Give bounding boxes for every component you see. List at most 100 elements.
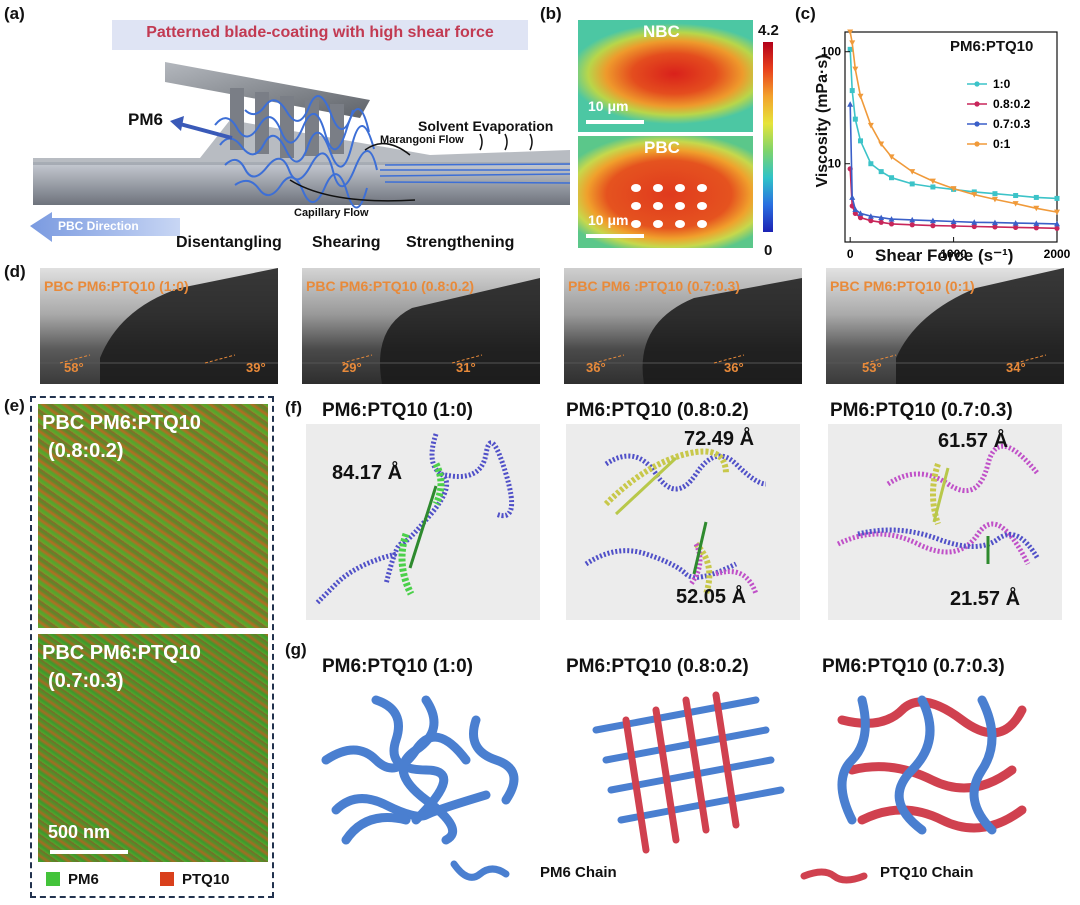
pm6-label: PM6	[128, 110, 163, 129]
angle-4-right: 34°	[1006, 360, 1026, 375]
angle-2-right: 31°	[456, 360, 476, 375]
solvent-label: Solvent Evaporation	[418, 118, 554, 134]
point-2-2	[852, 206, 859, 213]
point-1-2	[852, 210, 858, 217]
contact-angle-image-4	[826, 268, 1064, 384]
x-tick-label-2: 2000	[1044, 247, 1071, 261]
contact-angle-title-3: PBC PM6 :PTQ10 (0.7:0.3)	[568, 278, 740, 294]
network-title-1: PM6:PTQ10 (1:0)	[322, 656, 473, 677]
pbc-pillars	[631, 184, 707, 228]
banner	[112, 20, 528, 50]
contact-angle-title-2: PBC PM6:PTQ10 (0.8:0.2)	[306, 278, 475, 294]
point-1-13	[1033, 225, 1039, 231]
series-0:1	[847, 29, 1060, 216]
legend-swatch-pm6	[46, 872, 60, 886]
contact-angle-image-3	[564, 268, 802, 384]
legend-label-0: 1:0	[993, 77, 1011, 91]
panel-label-c: (c)	[795, 4, 816, 23]
substrate	[33, 162, 570, 205]
chart-xlabel: Shear Force (s⁻¹)	[875, 246, 1014, 265]
afm-scale-label: 500 nm	[48, 822, 111, 842]
legend-label-3: 0:1	[993, 137, 1011, 151]
point-0-0	[847, 46, 853, 52]
panel-label-b: (b)	[540, 4, 562, 23]
legend-label-2: 0.7:0.3	[993, 117, 1031, 131]
point-3-14	[1054, 209, 1060, 216]
panel-label-e: (e)	[4, 396, 25, 415]
point-2-8	[929, 217, 936, 224]
angle-2-left: 29°	[342, 360, 362, 375]
point-0-2	[852, 116, 858, 122]
legend-marker-2	[974, 121, 980, 127]
step-shearing: Shearing	[312, 234, 381, 251]
point-1-6	[888, 221, 895, 227]
point-2-5	[878, 214, 885, 221]
nbc-label: NBC	[643, 22, 680, 41]
point-2-12	[1012, 220, 1019, 226]
pbc-heatmap	[578, 136, 753, 248]
x-tick-label-0: 0	[847, 247, 854, 261]
point-2-3	[857, 210, 864, 216]
panel-d: PBC PM6:PTQ10 (1:0) PBC PM6:PTQ10 (0.8:0…	[0, 268, 1080, 386]
distance-3b: 21.57 Å	[950, 588, 1021, 610]
point-0-4	[868, 161, 874, 167]
point-3-13	[1033, 205, 1040, 212]
pbc-scale-label: 10 μm	[588, 212, 629, 228]
point-3-8	[929, 178, 936, 185]
point-3-6	[888, 154, 895, 160]
md-snapshot-1	[306, 424, 540, 620]
series-1:0	[847, 46, 1060, 201]
legend-label-1: 0.8:0.2	[993, 97, 1031, 111]
point-3-1	[849, 40, 856, 46]
capillary-label: Capillary Flow	[294, 207, 369, 219]
distance-1: 84.17 Å	[332, 462, 403, 484]
point-2-11	[991, 219, 998, 226]
legend-label-pm6: PM6	[68, 871, 99, 888]
y-tick-label-0: 10	[828, 157, 842, 171]
angle-1-left: 58°	[64, 360, 84, 375]
panel-label-a: (a)	[4, 4, 25, 23]
afm-map-bottom	[38, 634, 268, 862]
point-0-12	[1013, 193, 1019, 199]
md-snapshot-3	[828, 424, 1062, 620]
point-0-10	[971, 189, 977, 195]
distance-3a: 61.57 Å	[938, 430, 1009, 452]
legend-marker-1	[974, 101, 980, 107]
point-3-4	[867, 122, 874, 129]
network-diagram-3	[837, 695, 1027, 835]
series-0.8:0.2	[847, 166, 1060, 231]
point-3-12	[1012, 201, 1019, 207]
point-1-8	[930, 223, 936, 229]
point-2-6	[888, 216, 895, 222]
point-2-9	[950, 218, 957, 224]
angle-3-left: 36°	[586, 360, 606, 375]
point-0-11	[992, 191, 998, 197]
angle-1-right: 39°	[246, 360, 266, 375]
pm6-chain-icon	[450, 860, 510, 881]
nbc-scale-label: 10 μm	[588, 98, 629, 114]
point-0-7	[909, 181, 915, 187]
point-3-10	[971, 192, 978, 198]
point-2-14	[1054, 220, 1060, 227]
angle-4-left: 53°	[862, 360, 882, 375]
series-0.7:0.3	[847, 101, 1060, 227]
banner-text: Patterned blade-coating with high shear …	[146, 24, 494, 41]
point-0-5	[878, 169, 884, 175]
x-tick-label-1: 1000	[940, 247, 967, 261]
legend-swatch-ptq10	[160, 872, 174, 886]
nbc-scalebar	[586, 120, 644, 124]
point-1-3	[857, 215, 864, 221]
md-title-1: PM6:PTQ10 (1:0)	[322, 400, 473, 421]
point-3-0	[847, 29, 854, 35]
point-0-6	[889, 175, 895, 181]
point-3-3	[857, 93, 864, 100]
legend-label-ptq10: PTQ10	[182, 871, 230, 888]
direction-label: PBC Direction	[58, 219, 139, 233]
pbc-label: PBC	[644, 138, 680, 157]
contact-angle-title-1: PBC PM6:PTQ10 (1:0)	[44, 278, 189, 294]
legend-marker-0	[974, 81, 980, 87]
legend-ptq10-chain: PTQ10 Chain	[880, 864, 974, 881]
legend-marker-3	[974, 141, 980, 147]
point-0-14	[1054, 195, 1060, 201]
afm-bottom-label-line1: PBC PM6:PTQ10	[42, 642, 201, 664]
